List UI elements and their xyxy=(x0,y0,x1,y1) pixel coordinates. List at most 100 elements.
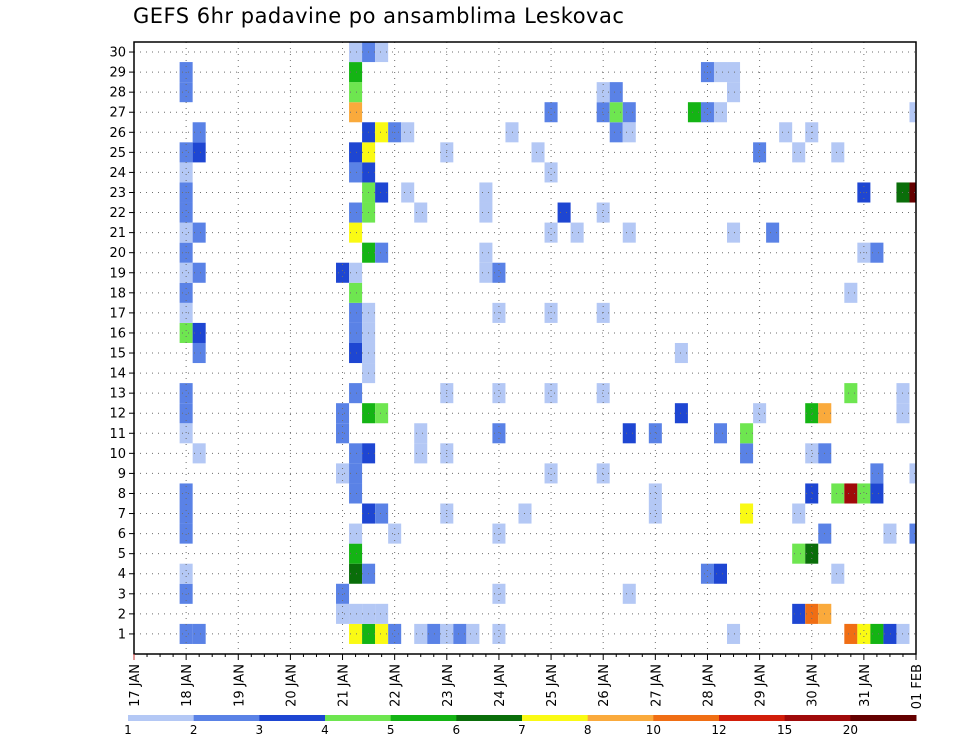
cell-m11-76 xyxy=(336,423,350,444)
cell-m27-180 xyxy=(622,102,636,123)
cell-m16-107 xyxy=(349,322,363,343)
x-tick-label-3: 20 JAN xyxy=(284,664,299,707)
cell-m20-129 xyxy=(870,242,884,263)
y-tick-label-22: 22 xyxy=(109,206,126,221)
cell-m7-47 xyxy=(375,503,389,524)
cell-m15-104 xyxy=(674,342,688,364)
cell-m5-37 xyxy=(805,543,819,564)
cell-m7-50 xyxy=(648,503,662,524)
cell-m5-36 xyxy=(792,543,806,564)
cell-m22-143 xyxy=(557,202,571,223)
colorbar-swatch-7 xyxy=(587,715,654,721)
cell-m2-19 xyxy=(349,603,363,624)
cell-m1-9 xyxy=(453,623,467,644)
x-tick-label-4: 21 JAN xyxy=(337,664,352,707)
cell-m8-57 xyxy=(831,483,845,504)
colorbar: 1 2 3 4 5 6 7 8 10 12 15 20 xyxy=(124,715,917,737)
y-axis-ticks: 1234567891011121314151617181920212223242… xyxy=(109,46,134,642)
cell-m20-126 xyxy=(375,242,389,263)
cell-m26-173 xyxy=(622,122,636,143)
cell-m22-141 xyxy=(414,202,428,223)
cell-m10-68 xyxy=(349,443,363,464)
cell-m13-93 xyxy=(349,383,363,404)
y-tick-label-15: 15 xyxy=(109,347,126,362)
cell-m25-159 xyxy=(349,142,363,163)
colorbar-label-12: 12 xyxy=(711,723,726,737)
cell-m11-77 xyxy=(414,423,428,444)
cell-m22-139 xyxy=(349,202,363,223)
cell-m21-136 xyxy=(727,222,741,243)
cell-m19-118 xyxy=(179,262,193,283)
y-tick-label-2: 2 xyxy=(118,607,126,622)
cell-m23-148 xyxy=(401,182,415,203)
x-tick-label-0: 17 JAN xyxy=(128,664,143,707)
cell-m1-12 xyxy=(727,623,741,644)
colorbar-swatch-11 xyxy=(850,715,917,721)
cell-m28-187 xyxy=(596,82,610,103)
colorbar-label-7: 7 xyxy=(518,723,526,737)
colorbar-swatch-3 xyxy=(325,715,392,721)
heatmap-cells xyxy=(179,42,916,644)
cell-m27-182 xyxy=(700,102,714,123)
y-tick-label-18: 18 xyxy=(109,286,126,301)
y-tick-label-19: 19 xyxy=(109,266,126,281)
cell-m9-63 xyxy=(544,463,558,484)
y-tick-label-16: 16 xyxy=(109,326,126,341)
cell-m29-191 xyxy=(349,62,363,83)
cell-m9-65 xyxy=(870,463,884,484)
cell-m21-130 xyxy=(179,222,193,243)
cell-m7-45 xyxy=(179,503,193,524)
cell-m1-11 xyxy=(492,623,506,644)
cell-m26-171 xyxy=(505,122,519,143)
cell-m1-4 xyxy=(375,623,389,644)
cell-m11-81 xyxy=(713,423,728,444)
cell-m8-54 xyxy=(349,483,363,504)
cell-m12-84 xyxy=(336,403,350,424)
cell-m28-189 xyxy=(727,82,741,103)
cell-m26-168 xyxy=(375,122,389,143)
cell-m3-28 xyxy=(622,583,636,604)
cell-m13-97 xyxy=(596,383,610,404)
cell-m1-7 xyxy=(427,623,441,644)
cell-m19-122 xyxy=(479,262,493,283)
cell-m21-133 xyxy=(544,222,558,243)
cell-m27-177 xyxy=(544,102,558,123)
x-tick-label-8: 25 JAN xyxy=(545,664,560,707)
y-tick-label-13: 13 xyxy=(109,387,126,402)
y-tick-label-4: 4 xyxy=(118,567,126,582)
cell-m20-127 xyxy=(479,242,493,263)
y-tick-label-1: 1 xyxy=(118,627,126,642)
cell-m1-2 xyxy=(349,623,363,644)
y-tick-label-8: 8 xyxy=(118,487,126,502)
cell-m8-53 xyxy=(179,483,193,504)
cell-m12-86 xyxy=(375,403,389,424)
cell-m3-26 xyxy=(336,583,350,604)
cell-m21-131 xyxy=(192,222,206,243)
cell-m30-197 xyxy=(375,42,389,63)
cell-m4-32 xyxy=(700,563,714,584)
cell-m24-154 xyxy=(349,162,363,183)
chart-title: GEFS 6hr padavine po ansamblima Leskovac xyxy=(133,4,625,28)
cell-m2-22 xyxy=(792,603,806,624)
cell-m9-66 xyxy=(909,463,916,484)
cell-m6-38 xyxy=(179,523,193,544)
cell-m19-123 xyxy=(492,262,506,283)
x-tick-label-12: 29 JAN xyxy=(754,664,769,707)
cell-m24-156 xyxy=(544,162,558,183)
x-tick-label-10: 27 JAN xyxy=(649,664,664,707)
cell-m11-75 xyxy=(179,423,193,444)
cell-m7-52 xyxy=(792,503,806,524)
colorbar-swatch-2 xyxy=(259,715,326,721)
colorbar-label-4: 4 xyxy=(321,723,329,737)
y-tick-label-5: 5 xyxy=(118,547,126,562)
cell-m26-166 xyxy=(192,122,206,143)
y-tick-label-23: 23 xyxy=(109,186,126,201)
cell-m22-138 xyxy=(179,202,193,223)
colorbar-swatch-1 xyxy=(193,715,260,721)
cell-m1-15 xyxy=(870,623,884,644)
cell-m9-61 xyxy=(336,463,350,484)
cell-m12-89 xyxy=(805,403,819,424)
cell-m8-60 xyxy=(870,483,884,504)
cell-m6-41 xyxy=(492,523,506,544)
cell-m23-149 xyxy=(479,182,493,203)
